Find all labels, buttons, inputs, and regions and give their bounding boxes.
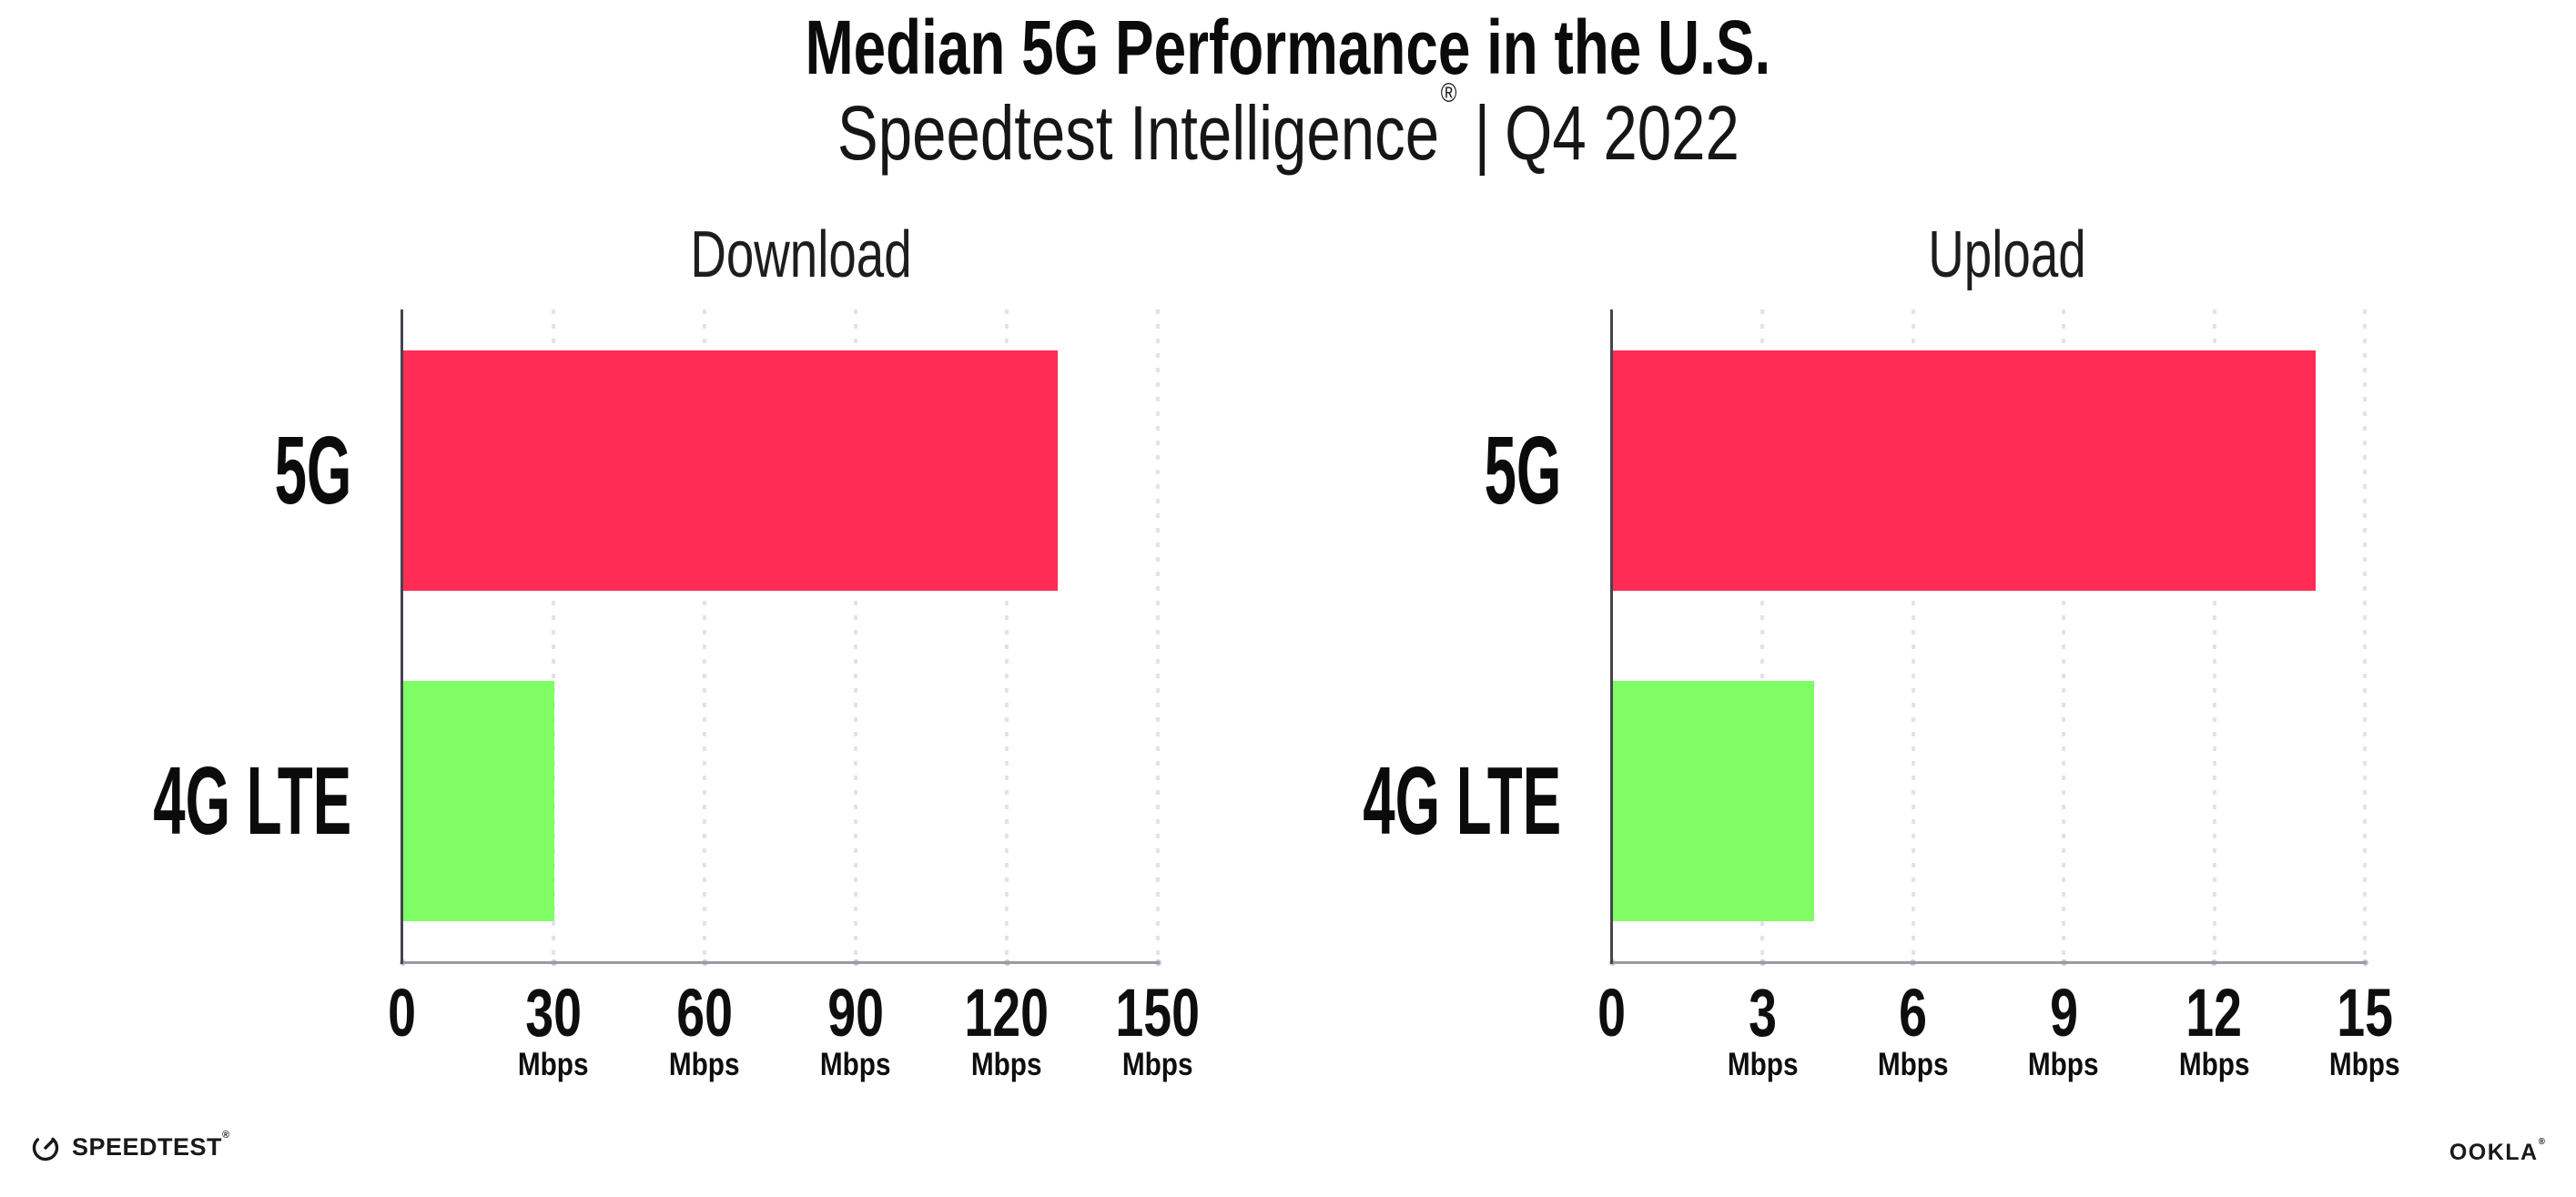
x-tick-unit: Mbps: [2028, 1047, 2100, 1082]
x-gridline: [854, 309, 857, 961]
axis-tick-dot: [2211, 959, 2218, 966]
y-axis: [1610, 309, 1613, 964]
x-gridline: [1911, 309, 1915, 961]
x-tick-label: 30: [525, 975, 582, 1050]
axis-tick-dot: [399, 959, 406, 966]
x-gridline: [703, 309, 706, 961]
speedtest-gauge-icon: [32, 1134, 59, 1161]
axis-tick-dot: [701, 959, 708, 966]
x-tick-unit: Mbps: [820, 1047, 891, 1082]
ookla-registered-mark: ®: [2538, 1136, 2545, 1147]
x-tick-label: 0: [1597, 975, 1627, 1050]
ookla-logo: OOKLA®: [2449, 1136, 2545, 1166]
x-gridline: [1005, 309, 1009, 961]
bar-4g-lte-download: [403, 681, 554, 921]
x-tick-unit: Mbps: [2178, 1047, 2250, 1082]
axis-tick-dot: [852, 959, 859, 966]
category-label-5g: 5G: [1484, 417, 1561, 524]
subtitle-period: Q4 2022: [1504, 90, 1739, 176]
page-title-text: Median 5G Performance in the U.S.: [805, 5, 1771, 90]
registered-trademark-symbol: ®: [1440, 78, 1457, 108]
subtitle-separator: |: [1474, 90, 1490, 176]
x-gridline: [2212, 309, 2216, 961]
axis-tick-dot: [2361, 959, 2368, 966]
bar-5g-upload: [1613, 350, 2316, 591]
x-tick-unit: Mbps: [669, 1047, 740, 1082]
x-tick-unit: Mbps: [1727, 1047, 1799, 1082]
x-tick-label: 150: [1115, 975, 1201, 1050]
category-label-4g-lte: 4G LTE: [1363, 747, 1561, 855]
y-axis: [401, 309, 403, 964]
category-label-5g: 5G: [274, 417, 351, 524]
download-chart-title: Download: [690, 218, 912, 291]
x-tick-label: 120: [964, 975, 1050, 1050]
ookla-wordmark: OOKLA: [2449, 1140, 2539, 1165]
x-tick-label: 6: [1899, 975, 1928, 1050]
x-tick-unit: Mbps: [1122, 1047, 1193, 1082]
x-gridline: [552, 309, 555, 961]
x-tick-label: 9: [2049, 975, 2078, 1050]
x-gridline: [2062, 309, 2066, 961]
x-tick-unit: Mbps: [518, 1047, 589, 1082]
x-tick-label: 0: [388, 975, 417, 1050]
category-label-4g-lte: 4G LTE: [153, 747, 351, 855]
x-gridline: [1760, 309, 1765, 961]
bar-4g-lte-upload: [1613, 681, 1814, 921]
bar-5g-download: [403, 350, 1059, 591]
x-tick-unit: Mbps: [1877, 1047, 1949, 1082]
x-axis: [1610, 961, 2367, 964]
x-tick-label: 12: [2186, 975, 2243, 1050]
speedtest-logo: SPEEDTEST®: [30, 1129, 230, 1162]
x-tick-label: 60: [676, 975, 733, 1050]
axis-tick-dot: [1759, 959, 1766, 966]
x-tick-label: 15: [2337, 975, 2393, 1050]
page-title: Median 5G Performance in the U.S.: [0, 7, 2576, 87]
x-tick-unit: Mbps: [2329, 1047, 2400, 1082]
axis-tick-dot: [2060, 959, 2067, 966]
axis-tick-dot: [1608, 959, 1616, 966]
subtitle-product: Speedtest Intelligence: [837, 90, 1439, 176]
x-tick-label: 90: [827, 975, 884, 1050]
speedtest-registered-mark: ®: [222, 1129, 230, 1141]
x-tick-unit: Mbps: [971, 1047, 1042, 1082]
axis-tick-dot: [1910, 959, 1917, 966]
axis-tick-dot: [1003, 959, 1010, 966]
x-gridline: [2363, 309, 2367, 961]
axis-tick-dot: [1154, 959, 1161, 966]
x-tick-label: 3: [1748, 975, 1777, 1050]
x-axis: [401, 961, 1160, 964]
speedtest-wordmark: SPEEDTEST®: [72, 1129, 230, 1161]
page-subtitle: Speedtest Intelligence® | Q4 2022: [0, 79, 2576, 176]
axis-tick-dot: [550, 959, 557, 966]
x-gridline: [1156, 309, 1160, 961]
upload-chart-title: Upload: [1928, 218, 2086, 291]
